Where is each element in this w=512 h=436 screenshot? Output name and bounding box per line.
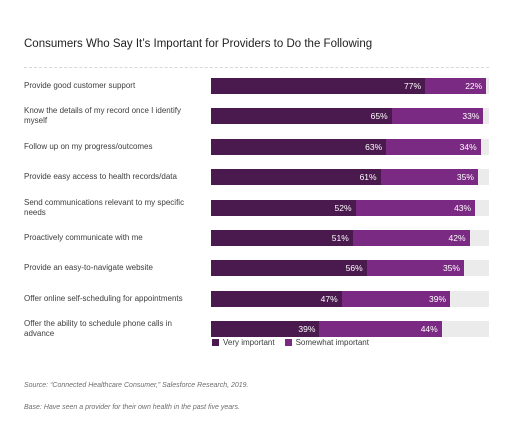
data-label: 47% — [320, 293, 338, 304]
bar-track: 47% 39% — [211, 290, 489, 307]
bar-track: 77% 22% — [211, 78, 489, 94]
legend-swatch — [212, 339, 219, 346]
bar-somewhat-important: 39% — [341, 290, 451, 307]
category-label: Offer the ability to schedule phone call… — [24, 319, 172, 339]
source-note: Source: “Connected Healthcare Consumer,”… — [24, 382, 249, 389]
data-label: 34% — [459, 141, 477, 152]
chart-row: Provide an easy-to-navigate website 56% 35… — [24, 254, 489, 282]
data-label: 42% — [448, 233, 466, 243]
bar-track: 51% 42% — [211, 230, 489, 246]
bar-track: 56% 35% — [211, 260, 489, 277]
legend-item: Somewhat important — [284, 338, 369, 347]
bar-track: 39% 44% — [211, 321, 489, 338]
bar-very-important: 39% — [211, 321, 320, 338]
category-label: Know the details of my record once I ide… — [24, 106, 181, 126]
chart-row: Offer online self-scheduling for appoint… — [24, 285, 489, 313]
category-label: Provide easy access to health records/da… — [24, 172, 177, 182]
bar-very-important: 56% — [211, 260, 367, 277]
category-label: Offer online self-scheduling for appoint… — [24, 293, 183, 303]
bar-very-important: 47% — [211, 290, 342, 307]
bar-track: 52% 43% — [211, 199, 489, 216]
data-label: 22% — [465, 81, 483, 91]
bar-very-important: 51% — [211, 230, 353, 246]
bar-track: 61% 35% — [211, 169, 489, 186]
data-label: 44% — [420, 324, 438, 335]
chart-row: Provide good customer support 77% 22% — [24, 72, 489, 100]
bar-somewhat-important: 22% — [425, 78, 487, 94]
bar-track: 65% 33% — [211, 108, 489, 125]
chart-title: Consumers Who Say It’s Important for Pro… — [24, 38, 373, 50]
chart-row: Follow up on my progress/outcomes 63% 34% — [24, 133, 489, 161]
bar-very-important: 63% — [211, 138, 387, 155]
category-label: Send communications relevant to my speci… — [24, 197, 185, 217]
bar-somewhat-important: 35% — [380, 169, 478, 186]
legend-label: Somewhat important — [295, 338, 369, 347]
chart-row: Send communications relevant to my speci… — [24, 194, 489, 222]
bar-somewhat-important: 42% — [352, 230, 470, 246]
data-label: 39% — [429, 293, 447, 304]
bar-very-important: 61% — [211, 169, 381, 186]
data-label: 35% — [442, 263, 460, 274]
data-label: 52% — [334, 202, 352, 213]
data-label: 77% — [404, 81, 422, 91]
bar-very-important: 65% — [211, 108, 392, 125]
bar-somewhat-important: 35% — [366, 260, 464, 277]
category-label: Provide an easy-to-navigate website — [24, 263, 153, 273]
bar-somewhat-important: 43% — [355, 199, 476, 216]
base-note: Base: Have seen a provider for their own… — [24, 404, 240, 411]
chart-legend: Very important Somewhat important — [212, 338, 369, 347]
data-label: 56% — [345, 263, 363, 274]
data-label: 51% — [331, 233, 349, 243]
chart-row: Offer the ability to schedule phone call… — [24, 315, 489, 343]
bar-somewhat-important: 34% — [386, 138, 481, 155]
top-divider — [24, 67, 489, 68]
bar-very-important: 77% — [211, 78, 426, 94]
data-label: 35% — [456, 172, 474, 183]
data-label: 43% — [454, 202, 472, 213]
legend-label: Very important — [223, 338, 275, 347]
bar-very-important: 52% — [211, 199, 356, 216]
data-label: 65% — [370, 111, 388, 122]
legend-swatch — [284, 339, 292, 346]
data-label: 63% — [365, 141, 383, 152]
category-label: Provide good customer support — [24, 81, 136, 90]
legend-item: Very important — [212, 338, 275, 347]
chart-row: Know the details of my record once I ide… — [24, 102, 489, 130]
chart-row: Proactively communicate with me 51% 42% — [24, 224, 489, 252]
bar-somewhat-important: 33% — [391, 108, 484, 125]
bar-track: 63% 34% — [211, 138, 489, 155]
bar-somewhat-important: 44% — [319, 321, 442, 338]
data-label: 39% — [298, 324, 316, 335]
data-label: 33% — [462, 111, 480, 122]
category-label: Follow up on my progress/outcomes — [24, 141, 153, 151]
data-label: 61% — [359, 172, 377, 183]
chart-row: Provide easy access to health records/da… — [24, 163, 489, 191]
category-label: Proactively communicate with me — [24, 233, 143, 242]
